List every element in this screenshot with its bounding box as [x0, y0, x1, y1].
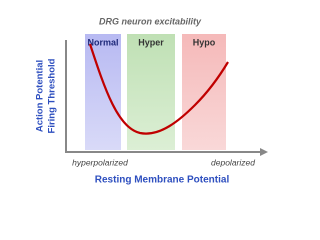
x-axis-label: Resting Membrane Potential: [95, 175, 230, 186]
band-normal: [85, 34, 121, 150]
page: {"title": "DRG neuron excitability", "ba…: [34, 16, 268, 186]
y-axis-label: Action Potential: [35, 60, 46, 132]
x-right-label: depolarized: [211, 157, 255, 167]
title: DRG neuron excitability: [99, 16, 202, 26]
band-label: Hypo: [193, 37, 216, 47]
y-axis-label: Firing Threshold: [47, 58, 58, 133]
curve: [88, 43, 229, 135]
band-label: Normal: [87, 37, 118, 47]
x-left-label: hyperpolarized: [72, 157, 128, 167]
x-arrow: [260, 148, 268, 156]
band-label: Hyper: [138, 37, 164, 47]
diagram: DRG neuron excitability Normal Hyper Hyp…: [35, 16, 268, 186]
band-hypo: [182, 34, 226, 150]
